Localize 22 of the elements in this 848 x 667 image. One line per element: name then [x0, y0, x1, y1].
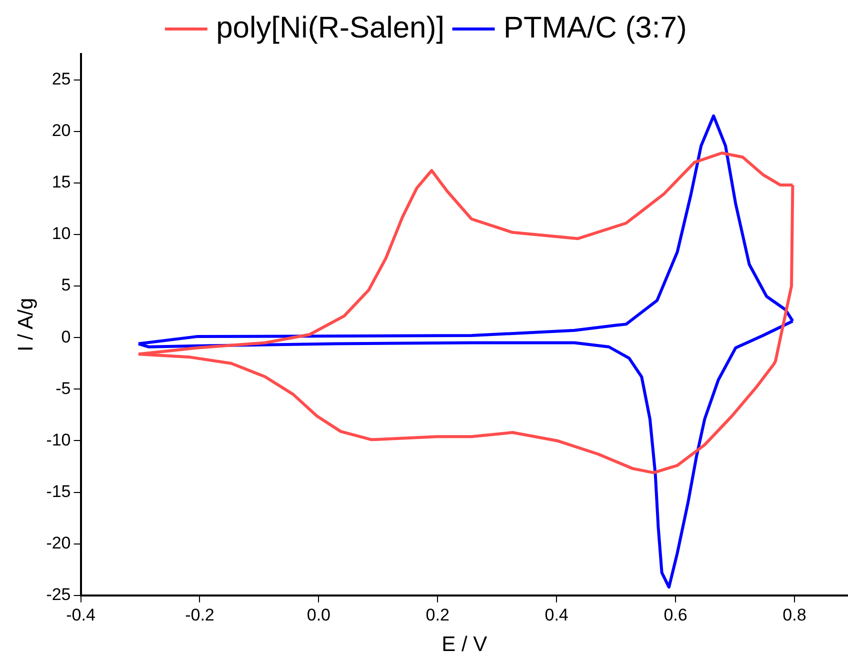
x-tick-label: 0.2	[426, 605, 450, 624]
x-axis-title: E / V	[442, 633, 488, 656]
y-tick-label: 10	[52, 224, 71, 244]
y-tick-label: -15	[46, 482, 71, 501]
y-tick-label: -25	[46, 585, 71, 604]
x-tick-label: 0.0	[306, 605, 330, 624]
y-tick-label: -5	[56, 378, 71, 398]
y-tick-label: 15	[52, 172, 71, 192]
y-tick-label: 5	[61, 276, 71, 295]
x-tick-label: 0.8	[782, 605, 806, 624]
x-tick-label: -0.4	[66, 605, 96, 624]
x-tick-label: -0.2	[185, 605, 214, 624]
x-tick-label: 0.4	[544, 605, 568, 624]
x-tick-label: 0.6	[664, 605, 688, 624]
legend-label: poly[Ni(R-Salen)]	[216, 11, 445, 44]
legend-label: PTMA/C (3:7)	[504, 11, 687, 44]
y-tick-label: -10	[46, 430, 71, 450]
y-tick-label: 0	[61, 327, 71, 346]
y-tick-label: 25	[52, 69, 71, 88]
y-axis-title: I / A/g	[14, 298, 38, 352]
y-tick-label: -20	[46, 534, 71, 553]
y-tick-label: 20	[52, 121, 71, 140]
